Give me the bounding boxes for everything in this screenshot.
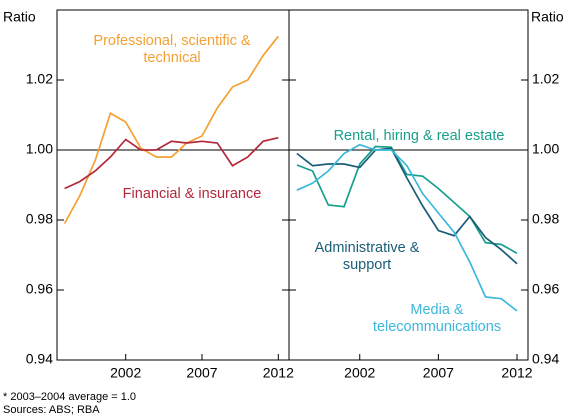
x-tick-label: 2007 <box>186 365 217 381</box>
source: Sources: ABS; RBA <box>3 404 100 416</box>
x-tick-label: 2007 <box>423 365 454 381</box>
y-tick-label: 0.94 <box>26 351 53 367</box>
x-tick-label: 2002 <box>110 365 141 381</box>
y-tick-label: 1.00 <box>26 141 53 157</box>
line-series <box>63 35 279 224</box>
y-tick-label: 1.02 <box>532 71 559 87</box>
series-label: Financial & insurance <box>122 186 262 202</box>
line-series <box>64 136 279 190</box>
footnote: * 2003–2004 average = 1.0 <box>3 391 137 403</box>
x-tick-label: 2012 <box>501 365 532 381</box>
y-axis-label: Ratio <box>531 9 564 25</box>
y-tick-label: 1.02 <box>26 71 53 87</box>
series-label: Professional, scientific & technical <box>93 33 251 66</box>
y-axis-label: Ratio <box>3 9 36 25</box>
y-tick-label: 1.00 <box>532 141 559 157</box>
series-label: Media & telecommunications <box>372 302 502 335</box>
y-tick-label: 0.96 <box>26 281 53 297</box>
series-label: Rental, hiring & real estate <box>333 128 505 144</box>
series-label: Administrative & support <box>314 240 420 273</box>
x-tick-label: 2012 <box>263 365 294 381</box>
y-tick-label: 0.98 <box>26 211 53 227</box>
plot-frame <box>56 9 529 361</box>
line-series <box>296 143 518 312</box>
y-tick-label: 0.94 <box>532 351 559 367</box>
y-tick-label: 0.98 <box>532 211 559 227</box>
y-tick-label: 0.96 <box>532 281 559 297</box>
x-tick-label: 2002 <box>344 365 375 381</box>
line-series <box>296 145 518 254</box>
